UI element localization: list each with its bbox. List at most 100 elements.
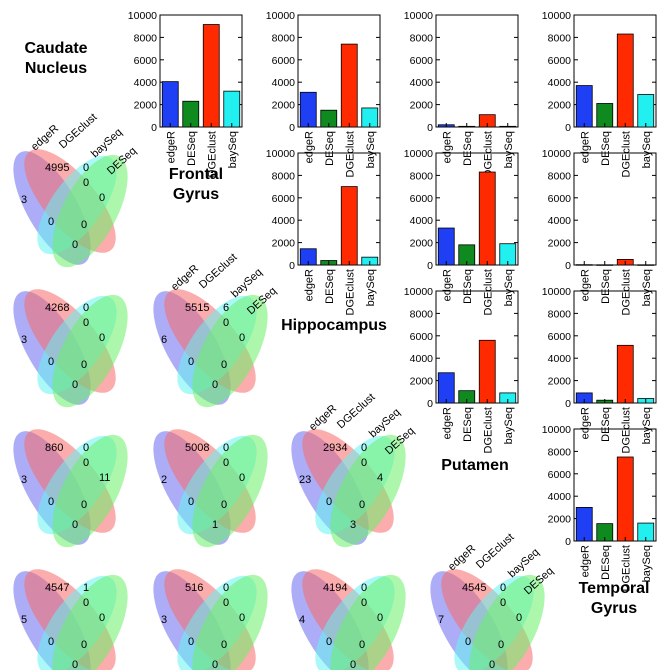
venn-count-inner-left: 0 [465, 636, 471, 648]
y-tick-label: 0 [565, 122, 571, 134]
y-tick-label: 8000 [410, 170, 434, 182]
venn-count-edgeR-only: 4 [299, 614, 305, 626]
bar-chart-hippocampus-vs-putamen: 0 2000 4000 6000 8000 10000 edgeR DESeq DGEclust… [404, 286, 519, 453]
venn-count-edgeR-only: 3 [21, 474, 27, 486]
x-tick-label-deseq: DESeq [462, 131, 474, 166]
y-tick-label: 0 [565, 260, 571, 272]
venn-count-inner-left: 0 [188, 496, 194, 508]
y-tick-label: 2000 [272, 100, 296, 112]
y-tick-label: 6000 [272, 193, 296, 205]
venn-count-bottom: 0 [72, 379, 78, 391]
venn-count-edgeR-only: 23 [299, 474, 311, 486]
venn-count-bottom: 0 [72, 659, 78, 670]
venn-count-inner-top: 0 [83, 597, 89, 609]
venn-count-inner-top: 0 [83, 457, 89, 469]
venn-set-deseq [192, 434, 268, 548]
y-tick-label: 10000 [404, 10, 433, 22]
venn-count-DESeq-only: 0 [239, 332, 245, 344]
y-tick-label: 0 [565, 398, 571, 410]
x-tick-label-deseq: DESeq [462, 407, 474, 442]
venn-count-inner-top: 0 [223, 317, 229, 329]
venn-count-inner-left: 0 [48, 356, 54, 368]
bar-bayseq [637, 94, 655, 128]
bar-dgeclust [616, 344, 634, 404]
venn-count-DESeq-only: 4 [377, 472, 383, 484]
y-tick-label: 6000 [548, 55, 572, 67]
venn-count-DESeq-only: 0 [99, 332, 105, 344]
axes-frame [435, 152, 519, 266]
venn-set-deseq [52, 574, 128, 670]
venn-count-inner-top: 0 [361, 597, 367, 609]
venn-label-edger: edgeR [169, 263, 201, 294]
y-tick-label: 8000 [272, 170, 296, 182]
venn-count-inner-right: 0 [81, 499, 87, 511]
venn-count-inner-left: 0 [188, 356, 194, 368]
y-tick-label: 2000 [410, 376, 434, 388]
x-tick-label-edger: edgeR [579, 545, 591, 577]
venn-count-inner-top: 0 [83, 177, 89, 189]
y-tick-label: 4000 [410, 77, 434, 89]
axes-frame [573, 428, 657, 542]
x-tick-label-edger: edgeR [441, 269, 453, 301]
venn-label-dgeclust: DGEclust [57, 111, 100, 151]
x-tick-label-dgeclust: DGEclust [206, 131, 218, 177]
bar-chart-frontal-gyrus-vs-putamen: 0 2000 4000 6000 8000 10000 edgeR DESeq DGEclust… [404, 148, 519, 315]
venn-count-edgeR-only: 3 [21, 334, 27, 346]
bar-chart-frontal-gyrus-vs-hippocampus: 0 2000 4000 6000 8000 10000 edgeR DESeq DGEclust… [266, 148, 381, 315]
venn-count-inner-right: 0 [359, 499, 365, 511]
venn-count-bottom: 0 [72, 239, 78, 251]
y-tick-label: 6000 [134, 55, 158, 67]
venn-count-baySeq-only: 6 [223, 302, 229, 314]
y-tick-label: 4000 [272, 77, 296, 89]
axes-frame [435, 14, 519, 128]
axes-frame [159, 14, 243, 128]
x-tick-label-bayseq: baySeq [503, 131, 515, 168]
y-tick-label: 8000 [272, 32, 296, 44]
y-tick-label: 8000 [410, 32, 434, 44]
venn-set-deseq [52, 294, 128, 408]
bar-dgeclust [616, 456, 634, 542]
venn-count-bottom: 0 [350, 659, 356, 670]
venn-count-inner-left: 0 [326, 636, 332, 648]
y-tick-label: 8000 [410, 308, 434, 320]
y-tick-label: 8000 [548, 446, 572, 458]
venn-count-baySeq-only: 1 [83, 582, 89, 594]
x-tick-label-dgeclust: DGEclust [620, 131, 632, 177]
venn-count-bottom: 0 [212, 659, 218, 670]
x-tick-label-deseq: DESeq [600, 269, 612, 304]
venn-count-inner-right: 0 [221, 359, 227, 371]
x-tick-label-edger: edgeR [441, 407, 453, 439]
x-tick-label-deseq: DESeq [324, 269, 336, 304]
x-tick-label-deseq: DESeq [600, 131, 612, 166]
bar-dgeclust [340, 186, 358, 266]
bar-dgeclust [340, 43, 358, 128]
y-tick-label: 2000 [548, 514, 572, 526]
y-tick-label: 2000 [410, 100, 434, 112]
venn-set-deseq [52, 154, 128, 268]
y-tick-label: 0 [565, 536, 571, 548]
venn-count-DGEclust-only: 860 [45, 442, 63, 454]
region-label-hippocampus: Hippocampus [281, 317, 387, 334]
y-tick-label: 0 [151, 122, 157, 134]
y-tick-label: 2000 [548, 376, 572, 388]
venn-count-inner-left: 0 [188, 636, 194, 648]
y-tick-label: 10000 [542, 10, 571, 22]
bar-edger [299, 91, 317, 128]
x-tick-label-edger: edgeR [579, 131, 591, 163]
bar-edger [575, 85, 593, 128]
axes-frame [573, 290, 657, 404]
x-tick-label-dgeclust: DGEclust [620, 545, 632, 591]
x-tick-label-dgeclust: DGEclust [620, 269, 632, 315]
bar-dgeclust [478, 171, 496, 266]
y-tick-label: 2000 [134, 100, 158, 112]
bar-chart-caudate-nucleus-vs-temporal-gyrus: 0 2000 4000 6000 8000 10000 edgeR DESeq DGEclust… [542, 10, 657, 177]
region-label-temporal-gyrus: Temporal Gyrus [579, 580, 650, 617]
x-tick-label-bayseq: baySeq [227, 131, 239, 168]
venn-count-DGEclust-only: 2934 [323, 442, 347, 454]
venn-count-DGEclust-only: 516 [185, 582, 203, 594]
